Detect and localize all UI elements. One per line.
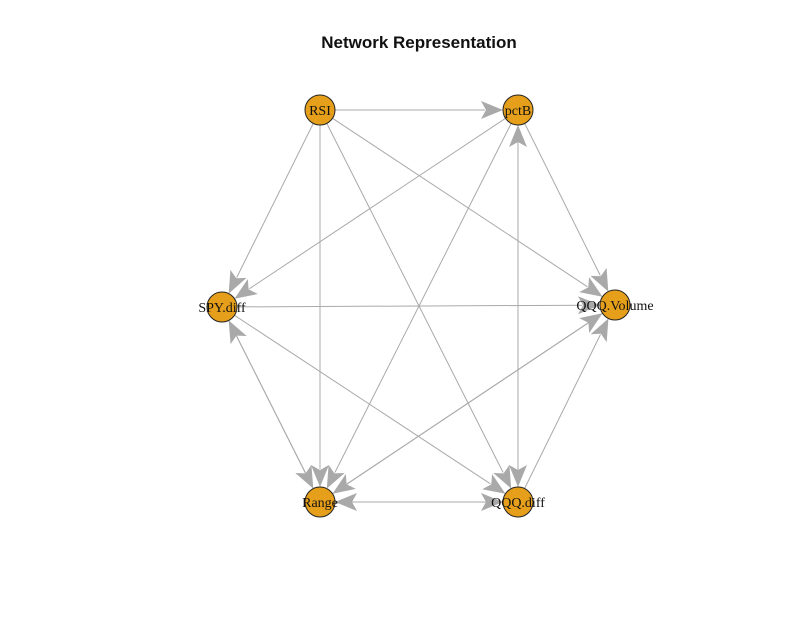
arrowheads-layer: [228, 101, 609, 511]
node-circle-pctb: [502, 94, 534, 126]
edge-rsi-to-qqq-diff: [326, 123, 504, 473]
node-circle-qqq-volume: [599, 289, 631, 321]
arrowhead-pctb-to-range: [326, 464, 345, 489]
node-circle-spy-diff: [206, 291, 238, 323]
arrowhead-rsi-to-spy-diff: [228, 269, 247, 294]
chart-title: Network Representation: [321, 33, 517, 52]
node-qqq-volume: QQQ.Volume: [576, 289, 654, 321]
nodes-layer: RSI pctB QQQ.Volume QQQ.diff Range SPY.diff: [198, 94, 654, 518]
arrowhead-qqq-diff-to-pctb: [509, 125, 527, 147]
edge-rsi-to-spy-diff: [236, 123, 314, 278]
node-range: Range: [302, 486, 338, 518]
arrowhead-qqq-diff-to-range: [335, 493, 357, 511]
node-label-pctb: pctB: [505, 104, 531, 119]
edge-qqq-diff-to-qqq-volume: [524, 334, 601, 489]
arrowhead-spy-diff-to-qqq-volume: [578, 296, 600, 315]
node-spy-diff: SPY.diff: [198, 291, 246, 323]
arrowhead-rsi-to-qqq-volume: [579, 277, 603, 297]
arrowhead-pctb-to-qqq-volume: [590, 267, 609, 292]
arrowhead-range-to-qqq-volume: [579, 313, 603, 333]
node-label-qqq-volume: QQQ.Volume: [576, 299, 653, 314]
arrowhead-rsi-to-range: [311, 465, 329, 487]
edge-qqq-volume-to-range: [347, 312, 603, 485]
node-pctb: pctB: [502, 94, 534, 126]
edge-range-to-spy-diff: [236, 336, 314, 489]
arrowhead-qqq-volume-to-range: [332, 474, 356, 494]
node-circle-qqq-diff: [502, 486, 534, 518]
arrowhead-range-to-qqq-diff: [481, 493, 503, 511]
node-circle-rsi: [304, 94, 336, 126]
node-label-spy-diff: SPY.diff: [198, 301, 246, 316]
arrowhead-pctb-to-spy-diff: [234, 279, 258, 299]
edge-rsi-to-qqq-volume: [332, 117, 588, 288]
edge-spy-diff-to-qqq-volume: [236, 304, 583, 308]
arrowhead-pctb-to-qqq-diff: [509, 465, 527, 487]
arrowhead-spy-diff-to-range: [295, 464, 314, 489]
node-qqq-diff: QQQ.diff: [491, 486, 545, 518]
arrowhead-rsi-to-pctb: [481, 101, 503, 119]
edge-pctb-to-qqq-volume: [524, 123, 601, 276]
node-rsi: RSI: [304, 94, 336, 126]
edge-spy-diff-to-qqq-diff: [234, 314, 491, 485]
arrowhead-range-to-spy-diff: [228, 320, 247, 345]
node-label-qqq-diff: QQQ.diff: [491, 496, 545, 511]
edges-layer: [228, 109, 603, 503]
node-circle-range: [304, 486, 336, 518]
arrowhead-spy-diff-to-qqq-diff: [482, 474, 506, 494]
arrowhead-qqq-diff-to-qqq-volume: [590, 318, 609, 343]
node-label-rsi: RSI: [309, 104, 331, 119]
edge-pctb-to-spy-diff: [249, 117, 506, 290]
edge-pctb-to-range: [334, 123, 512, 473]
node-label-range: Range: [302, 496, 338, 511]
arrowhead-rsi-to-qqq-diff: [493, 464, 512, 489]
